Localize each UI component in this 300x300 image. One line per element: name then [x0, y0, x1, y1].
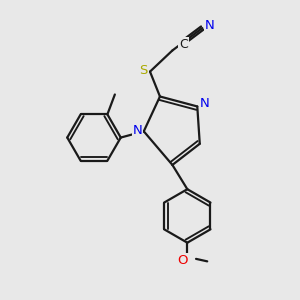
Text: C: C — [179, 38, 188, 51]
Text: S: S — [140, 64, 148, 77]
Text: N: N — [200, 98, 210, 110]
Text: N: N — [205, 19, 214, 32]
Text: O: O — [177, 254, 188, 267]
Text: N: N — [133, 124, 142, 136]
